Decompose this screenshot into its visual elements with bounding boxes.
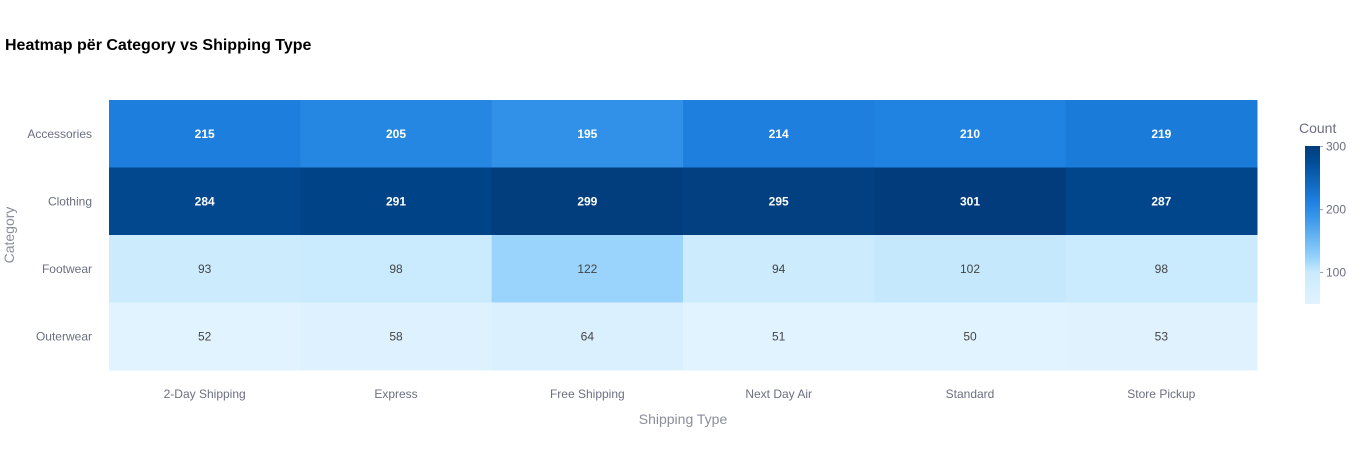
heatmap-cell [874,302,1067,371]
heatmap-cell-label: 50 [963,329,977,343]
heatmap-cell-label: 284 [195,194,215,208]
heatmap-cell [874,167,1067,236]
heatmap-cell [300,235,493,303]
x-tick-label: 2-Day Shipping [164,387,246,401]
heatmap-cell [300,100,493,168]
heatmap-cell-label: 219 [1151,127,1171,141]
chart-title: Heatmap për Category vs Shipping Type [5,37,312,54]
x-tick-label: Free Shipping [550,387,625,401]
heatmap-cell-label: 122 [577,262,597,276]
heatmap-cell-label: 301 [960,194,980,208]
heatmap-cell [1065,100,1258,168]
y-tick-label: Accessories [27,127,92,141]
y-tick-label: Footwear [42,262,92,276]
colorbar-gradient [1305,146,1320,304]
heatmap-cell-label: 64 [581,329,595,343]
heatmap-cell [491,235,684,303]
heatmap-cell-label: 295 [769,194,789,208]
colorbar-title: Count [1299,120,1336,136]
heatmap-cell-label: 195 [577,127,597,141]
heatmap-cell-label: 53 [1155,329,1169,343]
heatmap-cell [874,100,1067,168]
heatmap-cell [491,302,684,371]
x-tick-label: Store Pickup [1127,387,1195,401]
heatmap-cell-label: 52 [198,329,212,343]
heatmap-cell [109,235,301,303]
heatmap-cell [874,235,1067,303]
colorbar-tick-label: 200 [1326,203,1346,217]
heatmap-cell-label: 51 [772,329,786,343]
heatmap-cell [491,167,684,236]
heatmap-cell-label: 214 [769,127,789,141]
heatmap-cells [109,100,1258,371]
heatmap-cell-label: 287 [1151,194,1171,208]
y-axis-title: Category [1,207,17,264]
x-tick-label: Standard [946,387,995,401]
x-tick-label: Next Day Air [745,387,812,401]
heatmap-cell-label: 205 [386,127,406,141]
heatmap-cell [683,167,875,236]
heatmap-cell [1065,235,1258,303]
heatmap-cell-label: 210 [960,127,980,141]
heatmap-cell-label: 58 [389,329,403,343]
colorbar-ticks: 100 200 300 [1320,140,1346,280]
heatmap-cell-label: 299 [577,194,597,208]
colorbar: Count 100 200 300 [1299,120,1346,304]
heatmap-cell-label: 291 [386,194,406,208]
heatmap-cell-label: 98 [389,262,403,276]
heatmap-cell [300,167,493,236]
heatmap-cell-labels: 215 205 195 214 210 219 284 291 299 295 301 287 93 98… [195,127,1172,344]
heatmap-cell-label: 102 [960,262,980,276]
heatmap-cell [683,100,875,168]
heatmap-cell [1065,302,1258,371]
heatmap-cell [683,235,875,303]
y-tick-label: Outerwear [36,329,92,343]
heatmap-cell-label: 93 [198,262,212,276]
colorbar-tick-label: 100 [1326,266,1346,280]
heatmap-cell [491,100,684,168]
heatmap-cell [1065,167,1258,236]
heatmap-cell-label: 98 [1155,262,1169,276]
colorbar-tick-label: 300 [1326,140,1346,154]
heatmap-cell-label: 215 [195,127,215,141]
heatmap-cell [109,100,301,168]
y-axis-ticks: Accessories Clothing Footwear Outerwear [27,127,92,344]
x-axis-title: Shipping Type [639,411,728,427]
heatmap-cell [300,302,493,371]
heatmap-cell [109,302,301,371]
y-tick-label: Clothing [48,194,92,208]
heatmap-cell-label: 94 [772,262,786,276]
heatmap-cell [109,167,301,236]
x-tick-label: Express [374,387,417,401]
x-axis-ticks: 2-Day Shipping Express Free Shipping Next D… [164,387,1196,401]
heatmap-cell [683,302,875,371]
